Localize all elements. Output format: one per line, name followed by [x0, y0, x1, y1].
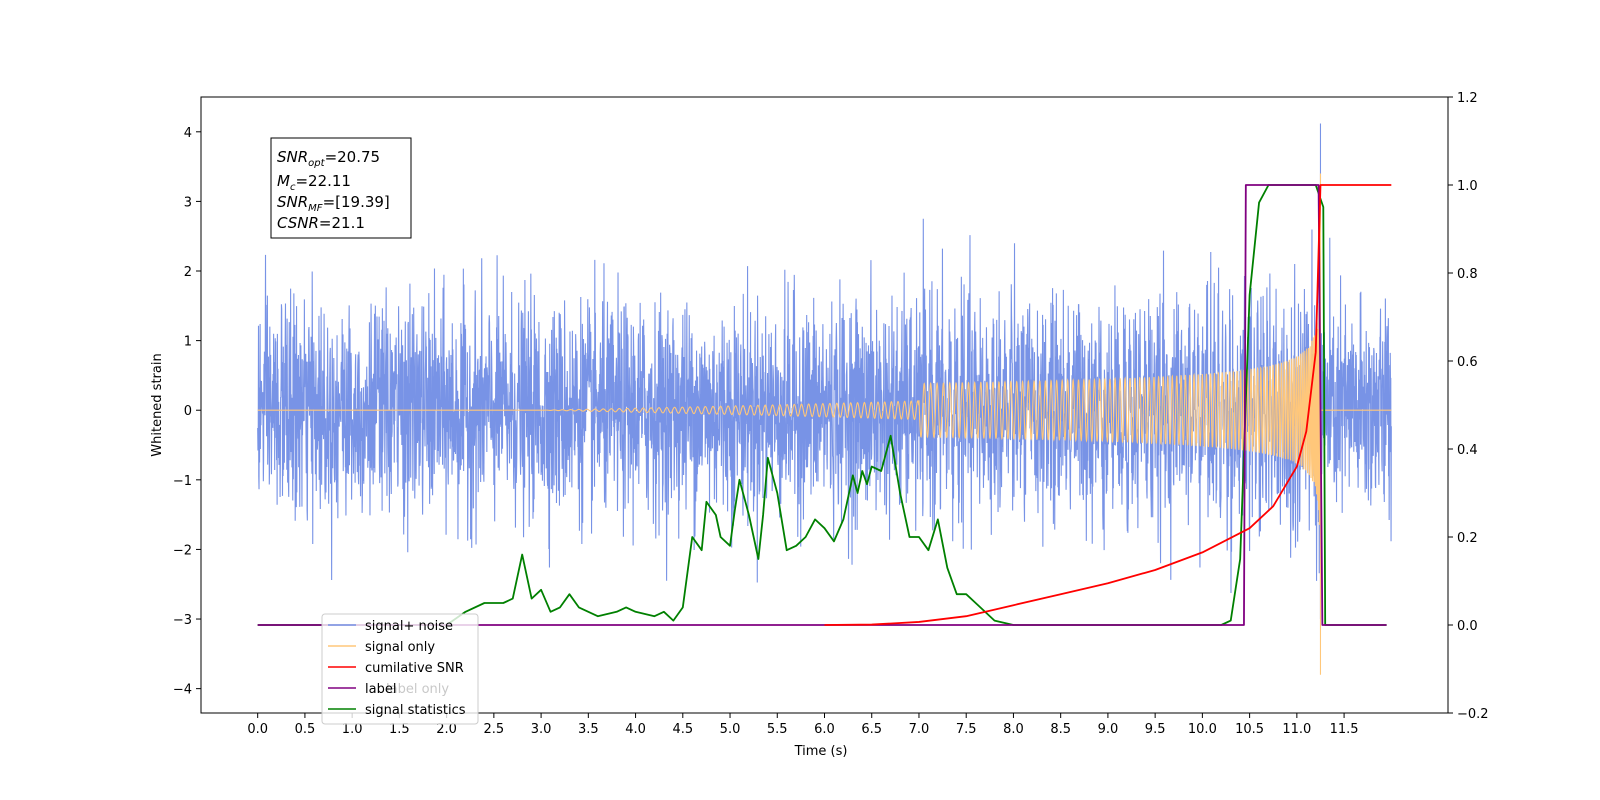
series-layer: [257, 123, 1392, 675]
y2-tick-label: 1.2: [1457, 91, 1478, 106]
info-box: SNRopt=20.75 Mc=22.11 SNRMF=[19.39] CSNR…: [270, 137, 412, 239]
x-tick-label: 0.0: [247, 722, 268, 737]
x-tick-label: 5.0: [720, 722, 741, 737]
legend-label-signal-noise: signal+ noise: [365, 619, 453, 634]
series-line-label: [257, 184, 1387, 626]
y2-tick-label: 0.8: [1457, 267, 1478, 282]
x-tick-label: 2.5: [484, 722, 505, 737]
y2-tick-label: 0.4: [1457, 443, 1478, 458]
y-tick-label: 0: [184, 404, 192, 419]
x-tick-label: 3.5: [578, 722, 599, 737]
y2-tick-label: 0.2: [1457, 531, 1478, 546]
legend: signal+ noise signal only cumilative SNR…: [321, 613, 479, 725]
y-tick-label: −1: [173, 474, 192, 489]
y2-tick-label: −0.2: [1457, 707, 1489, 722]
legend-label-cumulative-snr: cumilative SNR: [365, 661, 464, 676]
legend-label-label: label: [365, 682, 396, 697]
y-axis-label: Whitened strain: [150, 353, 165, 456]
axes-layer: 0.0 0.5 1.0 1.5 2.0 2.5 3.0 3.5 4.0 4.5 5.0 5.5 6.0 6…: [173, 91, 1489, 737]
info-box-frame: [270, 137, 412, 239]
x-tick-label: 7.0: [909, 722, 930, 737]
y-tick-label: −4: [173, 683, 192, 698]
series-line-signal-statistics: [257, 184, 1387, 626]
y-tick-label: 3: [184, 195, 192, 210]
x-tick-label: 7.5: [956, 722, 977, 737]
series-line-cumilative-snr: [824, 184, 1392, 626]
x-tick-label: 0.5: [295, 722, 316, 737]
y-tick-label: 4: [184, 126, 192, 141]
x-tick-label: 8.0: [1003, 722, 1024, 737]
y-tick-label: 1: [184, 335, 192, 350]
legend-label-signal-statistics: signal statistics: [365, 703, 466, 718]
y2-tick-label: 0.6: [1457, 355, 1478, 370]
x-tick-label: 6.5: [861, 722, 882, 737]
y-tick-label: −2: [173, 543, 192, 558]
info-line-mc: Mc=22.11: [277, 172, 351, 193]
y2-tick-label: 0.0: [1457, 619, 1478, 634]
legend-frame: [321, 613, 479, 725]
x-tick-label: 9.0: [1098, 722, 1119, 737]
legend-label-signal-only: signal only: [365, 640, 435, 655]
x-tick-label: 1.5: [389, 722, 410, 737]
info-line-snr-mf: SNRMF=[19.39]: [277, 193, 390, 214]
x-tick-label: 6.0: [814, 722, 835, 737]
x-axis-label: Time (s): [794, 744, 848, 759]
info-line-snr-opt: SNRopt=20.75: [277, 148, 380, 169]
y-tick-label: −3: [173, 613, 192, 628]
x-tick-label: 11.0: [1282, 722, 1311, 737]
x-tick-label: 4.5: [672, 722, 693, 737]
x-tick-label: 9.5: [1145, 722, 1166, 737]
x-tick-label: 3.0: [531, 722, 552, 737]
x-tick-label: 10.5: [1235, 722, 1264, 737]
info-line-csnr: CSNR=21.1: [277, 214, 365, 232]
x-tick-label: 11.5: [1330, 722, 1359, 737]
y2-tick-label: 1.0: [1457, 179, 1478, 194]
legend-label-label-only: label only: [386, 682, 449, 697]
y-tick-label: 2: [184, 265, 192, 280]
x-tick-label: 8.5: [1050, 722, 1071, 737]
x-tick-label: 1.0: [342, 722, 363, 737]
x-tick-label: 4.0: [625, 722, 646, 737]
x-tick-label: 2.0: [436, 722, 457, 737]
x-tick-label: 5.5: [767, 722, 788, 737]
x-tick-label: 10.0: [1188, 722, 1217, 737]
